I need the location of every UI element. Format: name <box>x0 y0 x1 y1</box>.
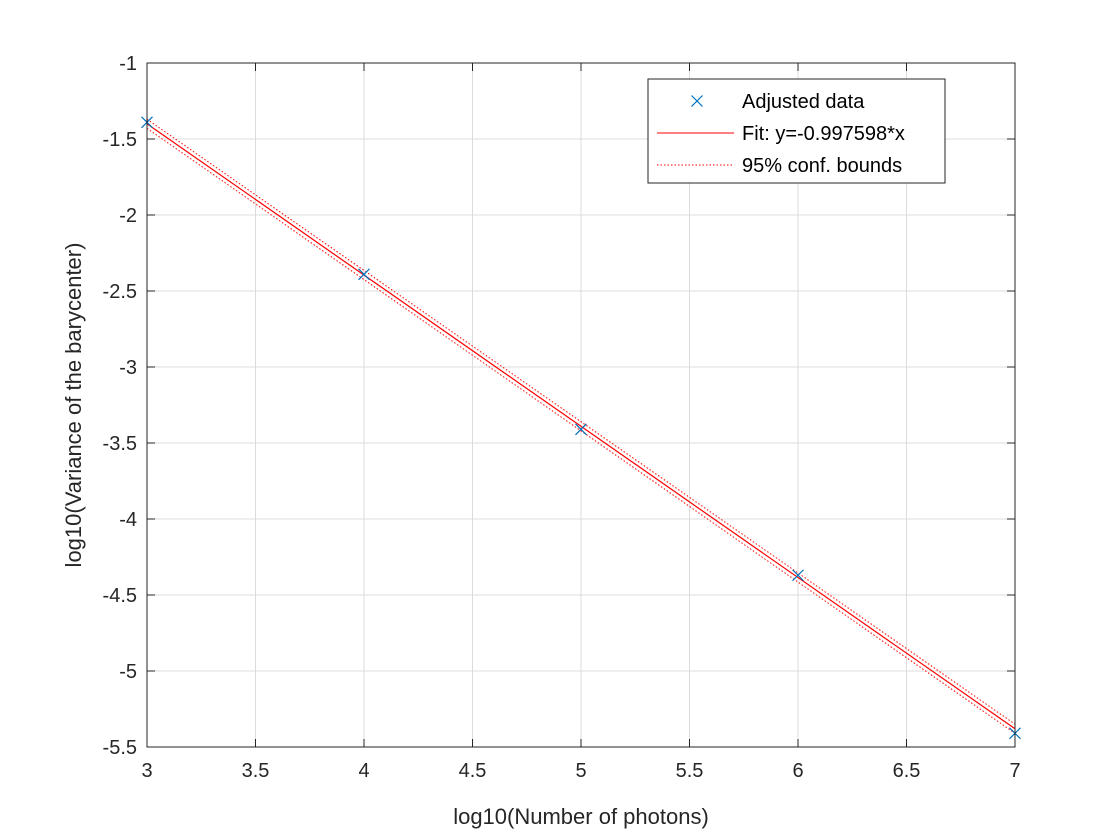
legend-label: Adjusted data <box>742 91 865 113</box>
x-tick-label: 6 <box>792 760 803 782</box>
legend-item: Fit: y=-0.997598*x <box>657 123 905 145</box>
legend-label: Fit: y=-0.997598*x <box>742 123 905 145</box>
data-point <box>575 423 587 436</box>
data-point <box>358 268 370 281</box>
x-tick-label: 4.5 <box>459 760 487 782</box>
legend-box <box>647 78 946 184</box>
y-tick-label: -2 <box>119 205 137 227</box>
x-tick-label: 3 <box>141 760 152 782</box>
x-tick-label: 5 <box>575 760 586 782</box>
plot-series <box>141 116 1021 740</box>
data-point <box>792 569 804 582</box>
x-tick-label: 4 <box>358 760 369 782</box>
y-tick-label: -1 <box>119 53 137 75</box>
y-tick-label: -5 <box>119 661 137 683</box>
legend-item: 95% conf. bounds <box>657 155 902 177</box>
legend: Adjusted data Fit: y=-0.997598*x 95% conf.… <box>647 78 946 184</box>
confidence-bound-line <box>146 127 1016 734</box>
y-tick-label: -3.5 <box>103 433 137 455</box>
y-tick-label: -1.5 <box>103 129 137 151</box>
legend-label: 95% conf. bounds <box>742 155 902 177</box>
axis-ticks: 3 3.5 4 4.5 5 5.5 6 6.5 7 -1 -1.5 -2 -2.5 -3 -3.5 -4 -4.… <box>103 53 1021 782</box>
legend-marker-icon <box>691 95 703 107</box>
y-tick-label: -4 <box>119 509 137 531</box>
x-tick-label: 5.5 <box>676 760 704 782</box>
x-axis-label: log10(Number of photons) <box>453 804 709 829</box>
y-tick-label: -4.5 <box>103 585 137 607</box>
y-tick-label: -5.5 <box>103 737 137 759</box>
y-tick-label: -2.5 <box>103 281 137 303</box>
confidence-bound-line <box>146 118 1016 725</box>
legend-item: Adjusted data <box>691 91 865 113</box>
x-tick-label: 3.5 <box>242 760 270 782</box>
y-tick-label: -3 <box>119 357 137 379</box>
x-tick-label: 7 <box>1009 760 1020 782</box>
y-axis-label: log10(Variance of the barycenter) <box>61 243 86 568</box>
fit-line <box>146 123 1016 730</box>
x-tick-label: 6.5 <box>893 760 921 782</box>
